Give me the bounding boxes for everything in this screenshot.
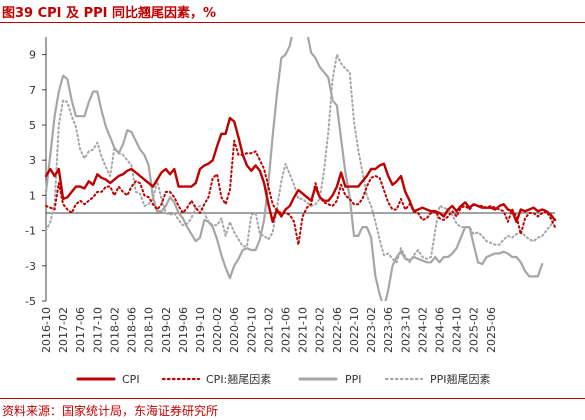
x-tick-label: 2019-10 — [194, 307, 207, 353]
x-tick-label: 2022-02 — [314, 307, 327, 353]
legend-label-1: CPI:翘尾因素 — [206, 373, 271, 386]
y-axis: -5 -3 -1 1 3 5 7 9 — [25, 37, 47, 308]
x-tick-label: 2018-10 — [143, 307, 156, 353]
y-tick-label: 3 — [29, 154, 36, 167]
x-tick-label: 2020-02 — [211, 307, 224, 353]
x-tick-label: 2021-10 — [297, 307, 310, 353]
x-tick-label: 2021-06 — [280, 307, 293, 353]
series-line-0 — [44, 116, 557, 224]
x-tick-label: 2024-02 — [416, 307, 429, 353]
legend-label-2: PPI — [345, 373, 362, 386]
series-line-2 — [44, 37, 544, 301]
y-tick-label: 7 — [29, 84, 36, 97]
x-tick-label: 2017-06 — [74, 307, 87, 353]
x-tick-label: 2018-06 — [126, 307, 139, 353]
x-tick-label: 2019-02 — [160, 307, 173, 353]
x-tick-label: 2020-10 — [245, 307, 258, 353]
y-tick-label: 1 — [29, 189, 36, 202]
x-tick-label: 2022-10 — [348, 307, 361, 353]
x-tick-label: 2025-02 — [468, 307, 481, 353]
x-tick-label: 2018-02 — [108, 307, 121, 353]
legend: CPI CPI:翘尾因素 PPI PPI翘尾因素 — [76, 373, 491, 386]
x-tick-label: 2023-02 — [365, 307, 378, 353]
x-tick-label: 2023-10 — [399, 307, 412, 353]
x-tick-label: 2024-06 — [434, 307, 447, 353]
chart-title: 图39 CPI 及 PPI 同比翘尾因素，% — [2, 6, 217, 21]
x-tick-label: 2017-10 — [91, 307, 104, 353]
legend-label-3: PPI翘尾因素 — [430, 373, 491, 386]
y-tick-label: -1 — [25, 225, 36, 238]
legend-label-0: CPI — [122, 373, 140, 386]
x-tick-label: 2016-10 — [40, 307, 53, 353]
x-tick-label: 2017-02 — [57, 307, 70, 353]
source-note: 资料来源：国家统计局，东海证券研究所 — [2, 404, 219, 418]
y-tick-label: -3 — [25, 260, 36, 273]
x-tick-label: 2020-06 — [228, 307, 241, 353]
y-tick-label: 5 — [29, 119, 36, 132]
x-tick-label: 2024-10 — [451, 307, 464, 353]
y-tick-label: 9 — [29, 49, 36, 62]
x-tick-label: 2022-06 — [331, 307, 344, 353]
x-axis: 2016-10 2017-02 2017-06 2017-10 2018-02 2018-… — [40, 212, 555, 353]
title-divider — [0, 22, 585, 23]
series-line-3 — [45, 53, 556, 264]
x-tick-label: 2021-02 — [262, 307, 275, 353]
x-tick-label: 2023-06 — [382, 307, 395, 353]
x-tick-label: 2025-06 — [485, 307, 498, 353]
x-tick-label: 2019-06 — [177, 307, 190, 353]
source-divider — [0, 398, 585, 399]
line-chart: -5 -3 -1 1 3 5 7 9 2016-10 2017-02 2017-06 2017-10… — [25, 37, 557, 386]
series-group — [44, 37, 557, 301]
y-tick-label: -5 — [25, 295, 36, 308]
